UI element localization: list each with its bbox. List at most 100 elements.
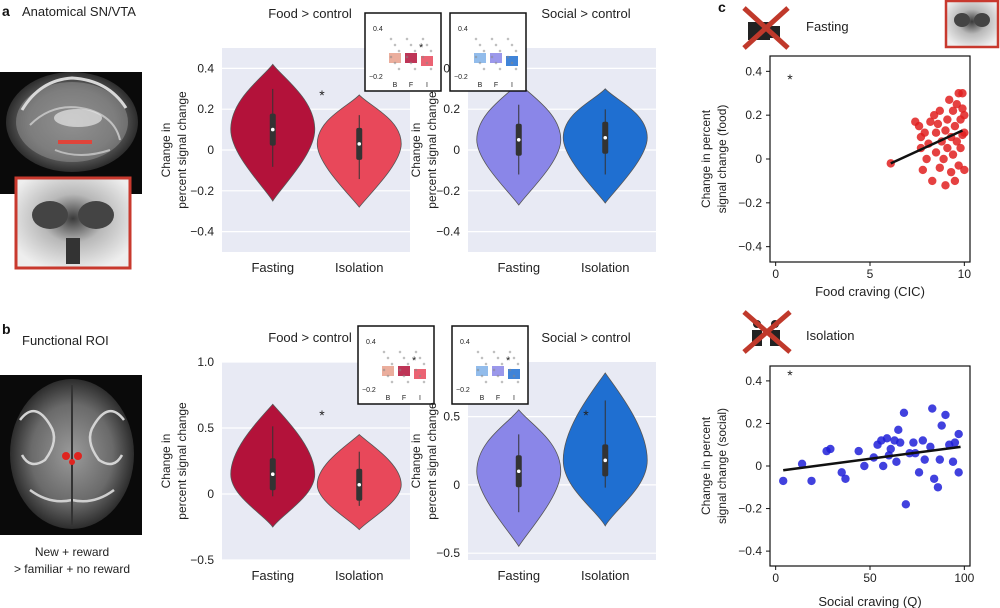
- c-food-data-point: [960, 110, 969, 120]
- c-social-data-point: [879, 461, 888, 471]
- a-food-ytick-label: 0: [207, 143, 214, 157]
- c-social-significance: *: [787, 367, 793, 383]
- a-social-inset-dot: [498, 49, 502, 53]
- c-food-data-point: [935, 163, 945, 172]
- brain-sagittal-image: Anatomical SN/VTA: [0, 4, 142, 270]
- b-social-inset-dot: [508, 368, 512, 372]
- a-food-ytick-label: 0.4: [197, 61, 214, 75]
- b-food-inset-dot: [406, 380, 410, 384]
- c-food-xtick-label: 10: [958, 267, 972, 281]
- b-social-ylabel-line-1: percent signal change: [425, 402, 439, 520]
- b-food-inset-dot: [422, 380, 426, 384]
- a-food-inset-dot: [397, 49, 401, 53]
- c-food-data-point: [950, 176, 960, 186]
- c-food-ytick-label: 0.4: [745, 64, 762, 78]
- b-food-ytick-label: 1.0: [197, 355, 214, 369]
- a-food-title: Food > control: [268, 6, 352, 21]
- a-social-inset-box-I: [506, 56, 518, 66]
- b-food-inset-dot: [422, 362, 426, 366]
- a-social-ylabel-line-1: percent signal change: [425, 91, 439, 209]
- a-food-ytick-label: −0.2: [190, 184, 214, 198]
- b-food-inset-dot: [390, 380, 394, 384]
- b-food-title: Food > control: [268, 330, 352, 345]
- b-social-inset-dot: [476, 368, 480, 372]
- b-social-inset-dot: [516, 380, 520, 384]
- a-food-xlabel-isolation: Isolation: [335, 260, 383, 275]
- a-food-inset-dot: [409, 43, 413, 47]
- a-social-inset-dot: [478, 61, 482, 65]
- c-food-data-point: [933, 119, 943, 129]
- c-social-data-point: [920, 455, 929, 464]
- c-food-data-point: [945, 95, 954, 105]
- c-food-data-point: [948, 150, 958, 159]
- b-food-median-fasting: [270, 472, 275, 477]
- b-social-inset-box-I: [508, 369, 520, 379]
- c-food-xtick-label: 0: [772, 267, 779, 281]
- c-social-data-point: [826, 444, 835, 454]
- b-social-inset-dot: [508, 350, 512, 354]
- c-food-ylabel-line-0: Change in percent: [699, 109, 713, 208]
- a-food-inset-ytick-top: 0.4: [373, 26, 383, 33]
- a-food-inset-dot: [429, 67, 433, 71]
- c-food-ytick-label: −0.4: [738, 240, 762, 254]
- b-social-inset-xlabel-F: F: [496, 395, 500, 402]
- a-food-inset-frame: [364, 12, 442, 92]
- c-food-data-point: [935, 106, 945, 115]
- b-food-inset-dot: [418, 356, 422, 360]
- a-social-inset-dot: [506, 55, 510, 59]
- c-social-data-point: [807, 476, 816, 486]
- a-food-inset-xlabel-B: B: [393, 82, 398, 89]
- panel-letter-a: a: [2, 3, 10, 19]
- c-social-data-point: [854, 446, 863, 456]
- c-social-data-point: [933, 483, 943, 492]
- b-food-ytick-label: −0.5: [190, 553, 214, 567]
- c-food-data-point: [926, 117, 935, 126]
- c-social-data-point: [941, 410, 950, 420]
- c-social-ylabel-line-0: Change in percent: [699, 416, 713, 515]
- b-food-inset-dot: [382, 368, 386, 372]
- b-food-inset-dot: [418, 374, 422, 378]
- c-social-data-point: [886, 444, 895, 454]
- a-social-inset-dot: [514, 67, 518, 71]
- a-food-xlabel-fasting: Fasting: [251, 260, 294, 275]
- c-social-ytick-label: 0: [755, 459, 762, 473]
- a-social-inset-dot: [474, 55, 478, 59]
- c-food-data-point: [941, 126, 950, 135]
- a-food-inset-xlabel-F: F: [409, 82, 413, 89]
- c-food-data-point: [946, 167, 956, 177]
- b-social-median-fasting: [516, 469, 521, 474]
- a-food-inset-dot: [389, 55, 393, 59]
- brain-b-caption-1: New + reward: [35, 545, 109, 559]
- c-food-data-point: [920, 128, 929, 137]
- b-social-inset-dot: [500, 362, 504, 366]
- a-social-inset-dot: [490, 55, 494, 59]
- b-food-ylabel-line-1: percent signal change: [175, 402, 189, 520]
- a-food-inset-dot: [429, 49, 433, 53]
- c-food-data-point: [954, 161, 963, 170]
- a-food-inset-dot: [393, 43, 397, 47]
- c-social-ytick-label: 0.2: [745, 416, 762, 430]
- b-food-xlabel-isolation: Isolation: [335, 568, 383, 583]
- a-social-median-fasting: [516, 138, 521, 142]
- b-food-inset-dot: [398, 368, 402, 372]
- c-social-data-point: [954, 429, 963, 439]
- c-social-ylabel-line-1: signal change (social): [715, 408, 729, 524]
- c-social-data-point: [895, 438, 905, 447]
- b-social-inset-dot: [480, 356, 484, 360]
- c-food-data-point: [928, 176, 937, 186]
- c-food-data-point: [931, 128, 941, 137]
- a-food-inset-significance: *: [419, 42, 424, 54]
- c-social-data-point: [914, 468, 924, 477]
- a-food-median-isolation: [357, 142, 362, 146]
- a-food-inset-xlabel-I: I: [426, 82, 428, 89]
- a-social-ytick-label: 0.2: [443, 102, 460, 116]
- c-food-data-point: [931, 148, 941, 157]
- chart-social-control-anatomical: 0.4 0.2 0 −0.2 −0.4 Social > control Change in…: [409, 6, 656, 275]
- c-food-data-point: [918, 165, 928, 175]
- a-social-inset-frame: [449, 12, 527, 92]
- a-social-inset-dot: [494, 43, 498, 47]
- c-food-data-point: [948, 106, 958, 115]
- a-food-inset-box-I: [421, 56, 433, 66]
- a-social-xlabel-isolation: Isolation: [581, 260, 629, 275]
